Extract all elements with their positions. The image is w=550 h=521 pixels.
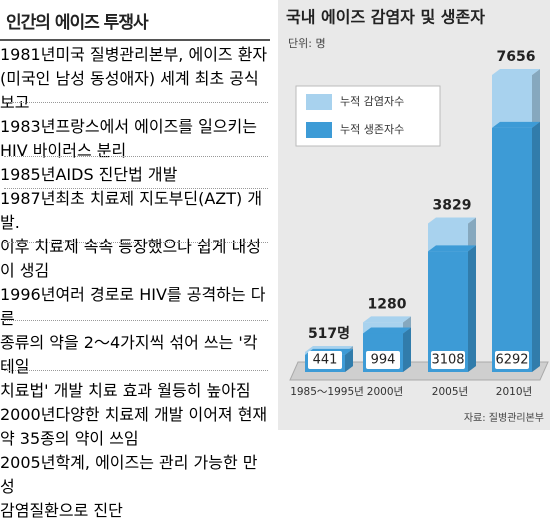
legend-swatch	[306, 94, 332, 110]
timeline-item: 1987년최초 치료제 지도부딘(AZT) 개발. 이후 치료제 속속 등장했으나…	[0, 185, 270, 281]
bar-side	[532, 121, 540, 373]
year: 1996년	[0, 285, 56, 304]
timeline-item: 1985년AIDS 진단법 개발	[0, 161, 270, 185]
year: 1983년	[0, 117, 56, 136]
separator	[4, 242, 268, 243]
legend-swatch	[306, 122, 332, 138]
item-text: HIV 바이러스 분리	[0, 141, 127, 160]
separator	[4, 370, 268, 371]
bar-top	[492, 69, 540, 75]
year: 1985년	[0, 165, 56, 184]
timeline: 인간의 에이즈 투쟁사 1981년미국 질병관리본부, 에이즈 환자 (미국인 남…	[0, 0, 270, 520]
chart-title: 국내 에이즈 감염자 및 생존자	[286, 8, 485, 27]
timeline-item: 2005년학계, 에이즈는 관리 가능한 만성 감염질환으로 진단	[0, 449, 270, 521]
item-text: 감염질환으로 진단	[0, 501, 123, 520]
separator	[4, 188, 268, 189]
bar-side	[403, 327, 411, 372]
chart: 국내 에이즈 감염자 및 생존자 단위: 명 자료: 질병관리본부 누적 감염자…	[278, 0, 550, 430]
separator	[4, 102, 268, 103]
timeline-item: 1983년프랑스에서 에이즈를 일으키는 HIV 바이러스 분리	[0, 113, 270, 161]
value-label: 1280	[368, 296, 407, 312]
item-text: (미국인 남성 동성애자) 세계 최초 공식 보고	[0, 69, 259, 112]
legend-label: 누적 생존자수	[340, 123, 404, 136]
source: 자료: 질병관리본부	[464, 412, 544, 424]
legend-label: 누적 감염자수	[340, 95, 404, 108]
x-tick-label: 2005년	[432, 386, 468, 398]
item-text: 약 35종의 약이 쓰임	[0, 429, 139, 448]
value-label: 6292	[495, 353, 528, 368]
bar-side	[468, 245, 476, 372]
item-text: 프랑스에서 에이즈를 일으키는	[55, 117, 257, 136]
x-tick-label: 2010년	[496, 386, 532, 398]
value-label: 7656	[497, 49, 536, 65]
x-tick-label: 1985～1995년	[290, 386, 364, 398]
item-text: 치료법' 개발 치료 효과 월등히 높아짐	[0, 381, 251, 400]
value-label: 441	[313, 353, 338, 368]
bar-top	[363, 316, 411, 323]
item-text: 다양한 치료제 개발 이어져 현재	[55, 405, 268, 424]
bar-side	[345, 348, 353, 372]
year: 2005년	[0, 453, 56, 472]
year: 2000년	[0, 405, 56, 424]
x-tick-label: 2000년	[367, 386, 403, 398]
value-label: 3829	[433, 197, 472, 213]
floor	[289, 361, 549, 381]
separator	[4, 156, 268, 157]
value-label: 994	[371, 353, 396, 368]
item-text: AIDS 진단법 개발	[55, 165, 178, 184]
value-label-box	[366, 351, 400, 369]
bar-top	[363, 327, 411, 334]
bar	[492, 127, 532, 373]
bar-top	[428, 217, 476, 224]
year: 1981년	[0, 45, 56, 64]
bar-top	[492, 121, 540, 128]
item-text: 여러 경로로 HIV를 공격하는 다른	[0, 285, 266, 328]
item-text: 최초 치료제 지도부딘(AZT) 개발.	[0, 189, 263, 232]
item-text: 이후 치료제 속속 등장했으나 쉽게 내성이 생김	[0, 237, 261, 280]
value-label: 3108	[431, 353, 464, 368]
timeline-title: 인간의 에이즈 투쟁사	[0, 0, 270, 41]
year: 1987년	[0, 189, 56, 208]
value-label: 517명	[308, 325, 350, 342]
chart-subtitle: 단위: 명	[288, 37, 326, 50]
value-label-box	[308, 351, 342, 369]
item-text: 미국 질병관리본부, 에이즈 환자	[55, 45, 268, 64]
value-label-box	[431, 351, 465, 369]
separator	[4, 320, 268, 321]
item-text: 종류의 약을 2～4가지씩 섞어 쓰는 '칵테일	[0, 333, 258, 376]
value-label-box	[495, 351, 529, 369]
bar-top	[428, 245, 476, 252]
